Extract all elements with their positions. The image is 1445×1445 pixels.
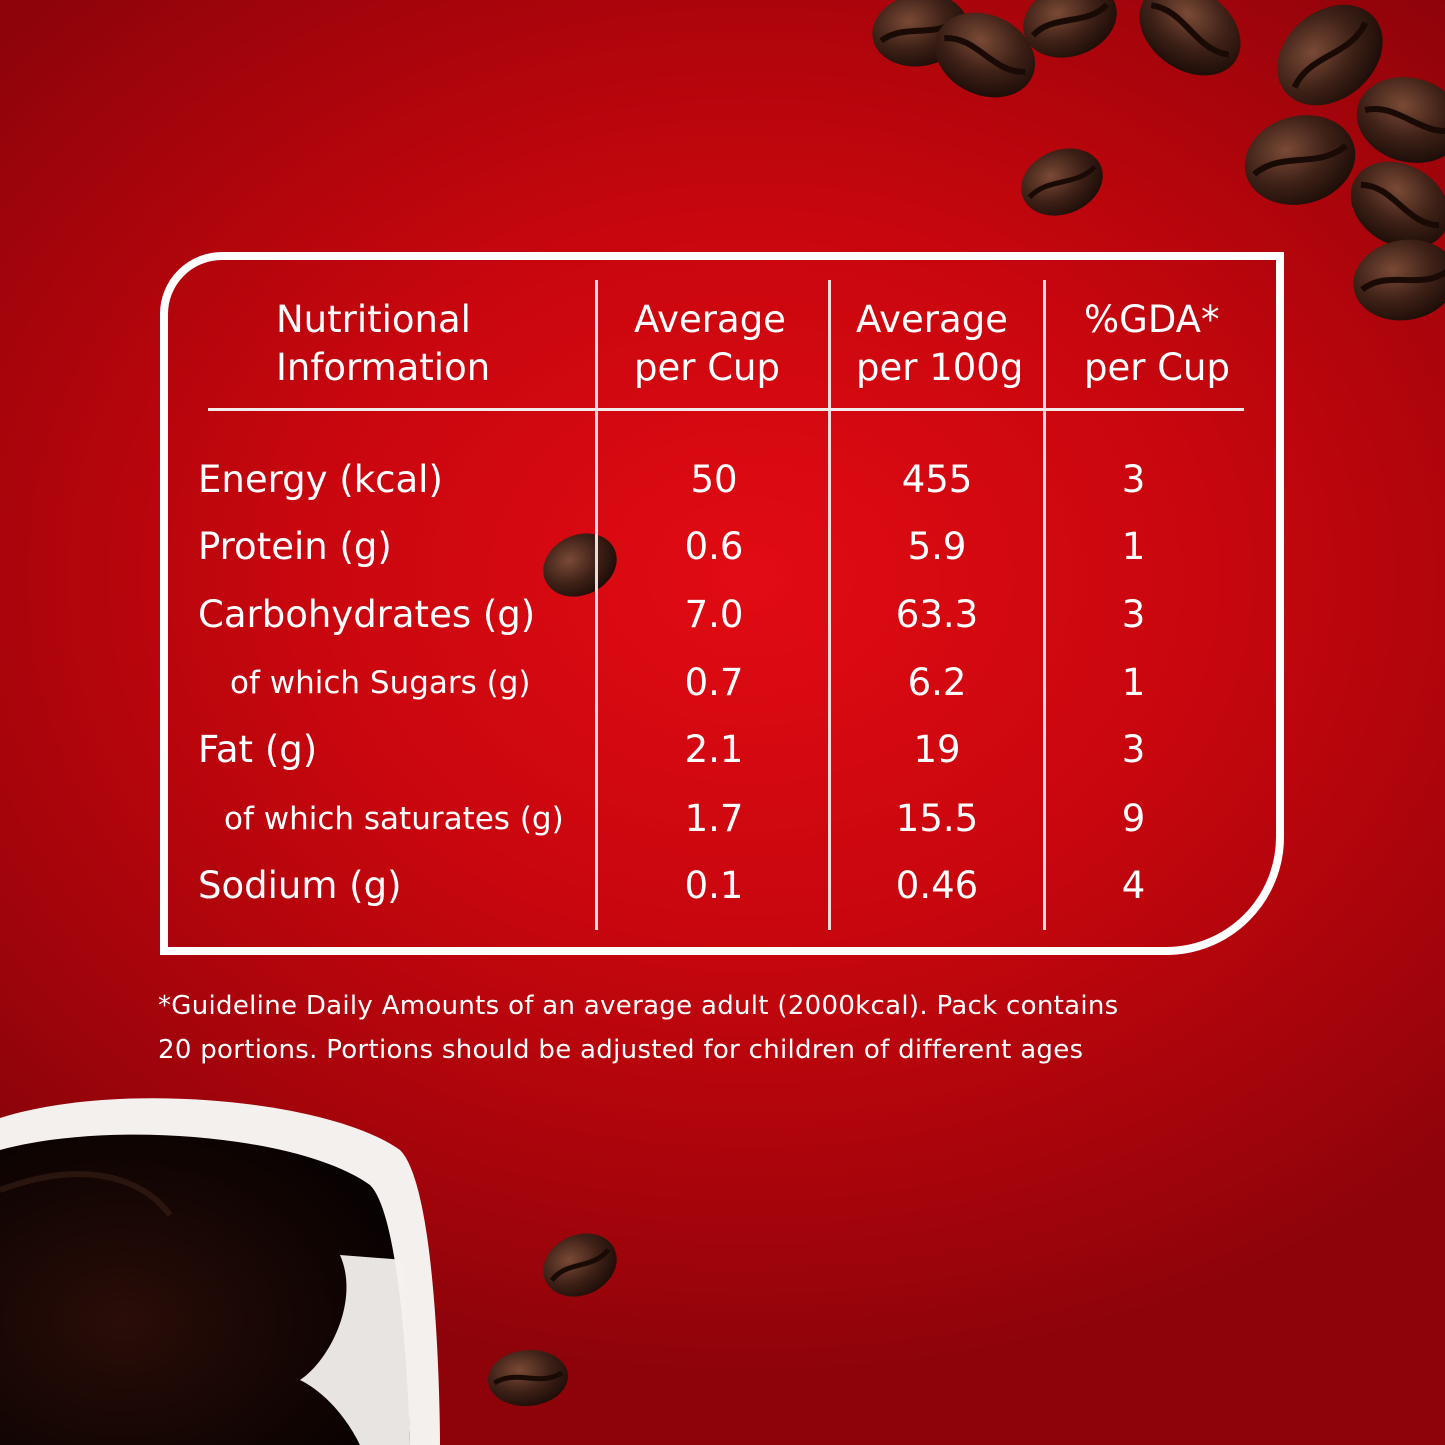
coffee-beans-bottom-icon [488,533,617,1407]
value-gda: 3 [1121,593,1146,636]
coffee-cup-icon [0,1098,440,1445]
table-row-saturates: of which saturates (g) 1.7 15.5 9 [0,789,1445,849]
header-text: Nutritional [276,298,471,341]
row-label: Protein (g) [198,525,392,568]
footnote: *Guideline Daily Amounts of an average a… [158,984,1298,1072]
value-per-100g: 6.2 [907,661,967,704]
value-per-cup: 7.0 [684,593,744,636]
header-text: per Cup [1084,346,1230,389]
table-row-sodium: Sodium (g) 0.1 0.46 4 [0,856,1445,916]
value-per-cup: 0.1 [684,864,744,907]
table-row-carbohydrates: Carbohydrates (g) 7.0 63.3 3 [0,585,1445,645]
row-label: of which Sugars (g) [230,665,531,701]
row-label: Carbohydrates (g) [198,593,536,636]
table-frame [160,252,1284,955]
value-per-cup: 2.1 [684,728,744,771]
footnote-line: 20 portions. Portions should be adjusted… [158,1035,1084,1065]
value-gda: 1 [1121,661,1146,704]
header-text: %GDA* [1084,298,1220,341]
value-per-100g: 0.46 [895,864,979,907]
coffee-beans-icon [872,0,1445,321]
value-gda: 1 [1121,525,1146,568]
value-per-100g: 19 [913,728,961,771]
value-gda: 9 [1121,797,1146,840]
header-nutritional-information: Nutritional Information [276,296,490,392]
header-rule [208,408,1244,411]
header-text: Average [856,298,1008,341]
row-label: Energy (kcal) [198,458,443,501]
column-divider-2 [828,280,831,930]
header-text: Average [634,298,786,341]
value-per-100g: 15.5 [895,797,979,840]
header-text: Information [276,346,491,389]
value-per-100g: 63.3 [895,593,979,636]
value-per-100g: 5.9 [907,525,967,568]
value-per-cup: 50 [690,458,738,501]
table-row-protein: Protein (g) 0.6 5.9 1 [0,517,1445,577]
value-gda: 3 [1121,458,1146,501]
value-gda: 4 [1121,864,1146,907]
header-average-per-100g: Average per 100g [856,296,1023,392]
value-per-100g: 455 [901,458,973,501]
value-gda: 3 [1121,728,1146,771]
header-text: per 100g [856,346,1024,389]
header-average-per-cup: Average per Cup [634,296,786,392]
table-row-fat: Fat (g) 2.1 19 3 [0,720,1445,780]
row-label: Sodium (g) [198,864,402,907]
row-label: Fat (g) [198,728,318,771]
footnote-line: *Guideline Daily Amounts of an average a… [158,991,1119,1021]
header-gda-per-cup: %GDA* per Cup [1084,296,1230,392]
table-row-energy: Energy (kcal) 50 455 3 [0,450,1445,510]
row-label: of which saturates (g) [224,801,564,837]
value-per-cup: 0.7 [684,661,744,704]
column-divider-1 [595,280,598,930]
table-row-sugars: of which Sugars (g) 0.7 6.2 1 [0,653,1445,713]
value-per-cup: 1.7 [684,797,744,840]
column-divider-3 [1043,280,1046,930]
header-text: per Cup [634,346,780,389]
value-per-cup: 0.6 [684,525,744,568]
